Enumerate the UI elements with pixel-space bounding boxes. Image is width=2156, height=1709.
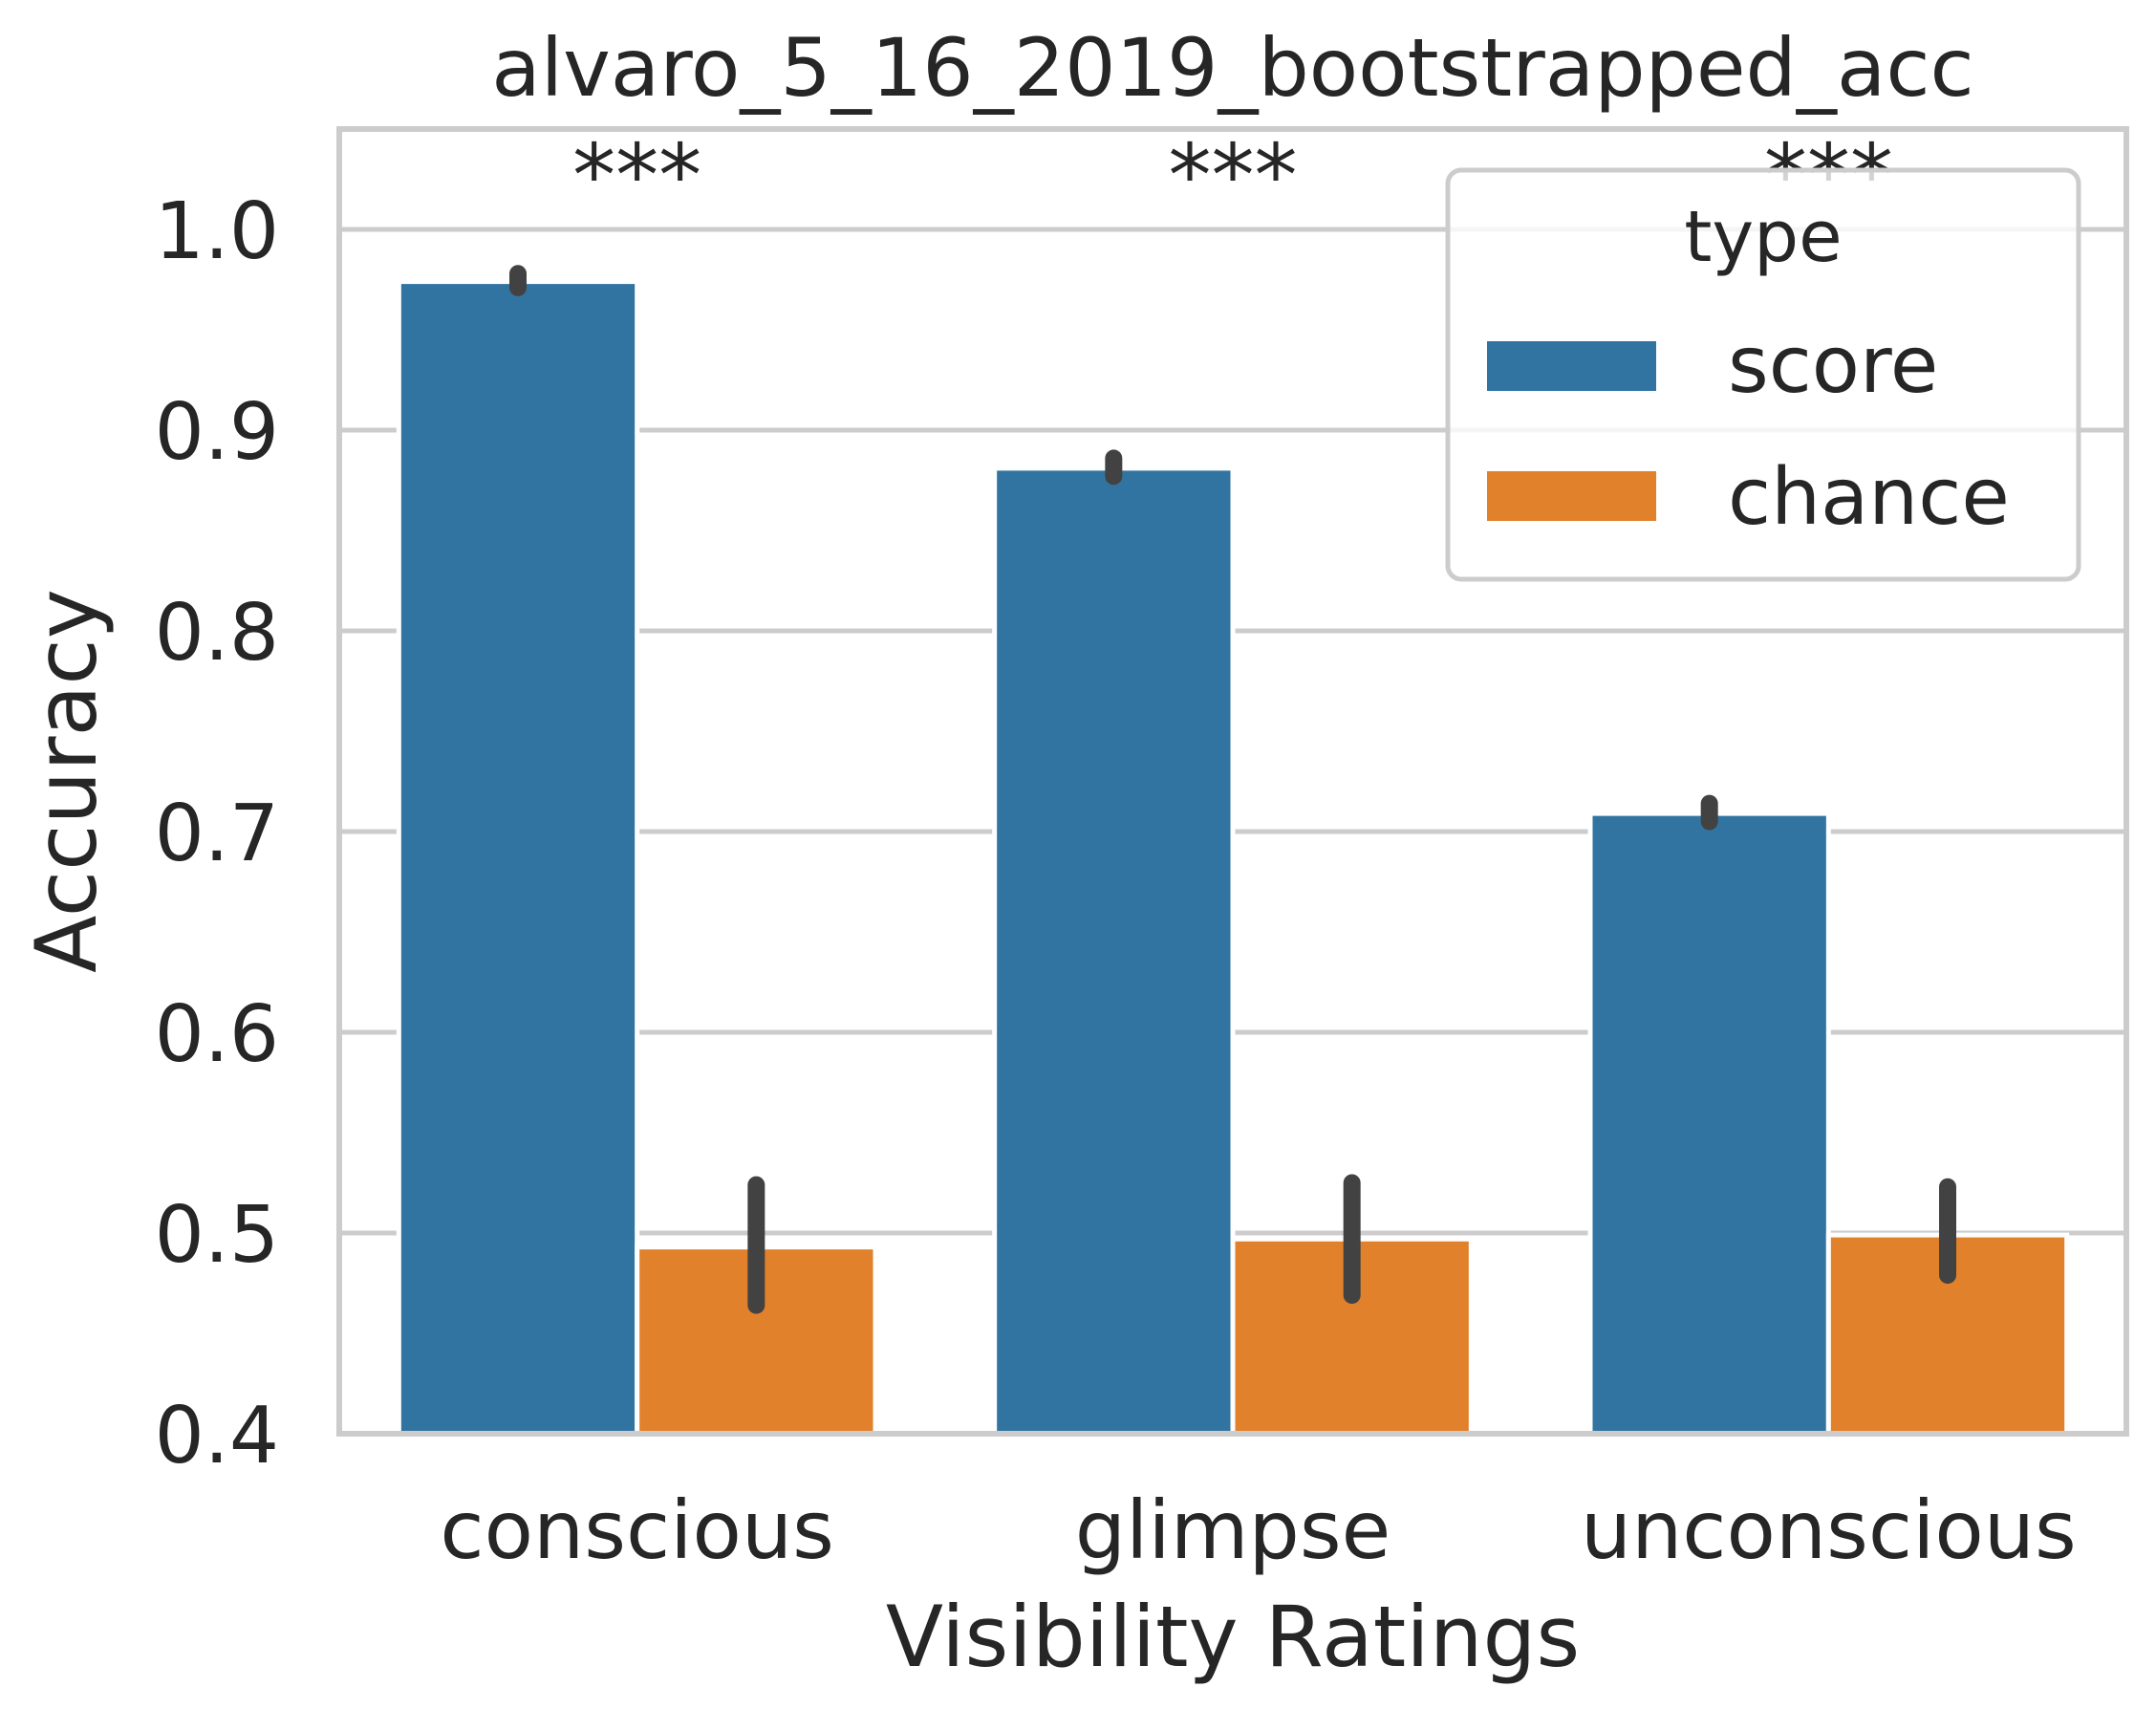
error-bars	[509, 265, 1956, 1314]
y-tick-label: 0.6	[155, 989, 279, 1080]
y-tick-labels: 0.4 0.5 0.6 0.7 0.8 0.9 1.0	[155, 186, 279, 1482]
y-tick-label: 0.9	[155, 387, 279, 478]
y-tick-label: 0.8	[155, 588, 279, 679]
legend-label-score: score	[1728, 320, 1938, 411]
bar-score-glimpse	[992, 465, 1236, 1437]
chart-title: alvaro_5_16_2019_bootstrapped_acc	[491, 21, 1973, 115]
legend: type score chance	[1445, 167, 2081, 582]
plot-frame	[336, 126, 2129, 1437]
significance-label-conscious: ***	[572, 126, 701, 227]
x-tick-label-unconscious: unconscious	[1581, 1483, 2077, 1577]
legend-title: type	[1684, 196, 1842, 278]
x-axis-label: Visibility Ratings	[886, 1588, 1580, 1686]
x-tick-label-glimpse: glimpse	[1075, 1483, 1391, 1577]
bar-score-conscious	[396, 279, 640, 1437]
legend-swatch-chance	[1487, 471, 1656, 521]
x-tick-labels: conscious glimpse unconscious	[440, 1483, 2076, 1577]
legend-swatch-score	[1487, 341, 1656, 391]
y-tick-label: 0.7	[155, 789, 279, 879]
y-tick-label: 0.4	[155, 1391, 279, 1482]
y-tick-label: 0.5	[155, 1190, 279, 1281]
significance-label-glimpse: ***	[1169, 126, 1298, 227]
bar-score-unconscious	[1587, 811, 1831, 1437]
legend-label-chance: chance	[1728, 452, 2010, 543]
y-tick-label: 1.0	[155, 186, 279, 277]
y-axis-label: Accuracy	[17, 589, 116, 973]
x-tick-label-conscious: conscious	[440, 1483, 834, 1577]
